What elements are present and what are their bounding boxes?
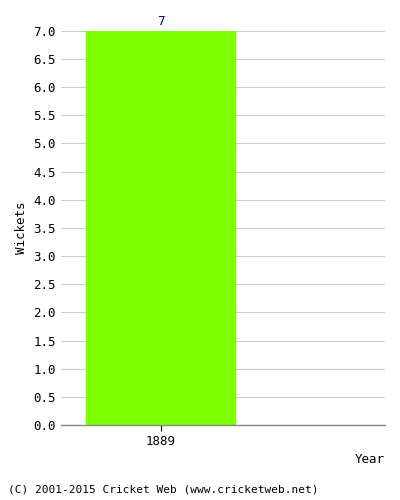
Bar bbox=[86, 31, 236, 425]
Text: Year: Year bbox=[355, 452, 385, 466]
Text: 7: 7 bbox=[157, 15, 164, 28]
Y-axis label: Wickets: Wickets bbox=[15, 202, 28, 254]
Text: (C) 2001-2015 Cricket Web (www.cricketweb.net): (C) 2001-2015 Cricket Web (www.cricketwe… bbox=[8, 485, 318, 495]
